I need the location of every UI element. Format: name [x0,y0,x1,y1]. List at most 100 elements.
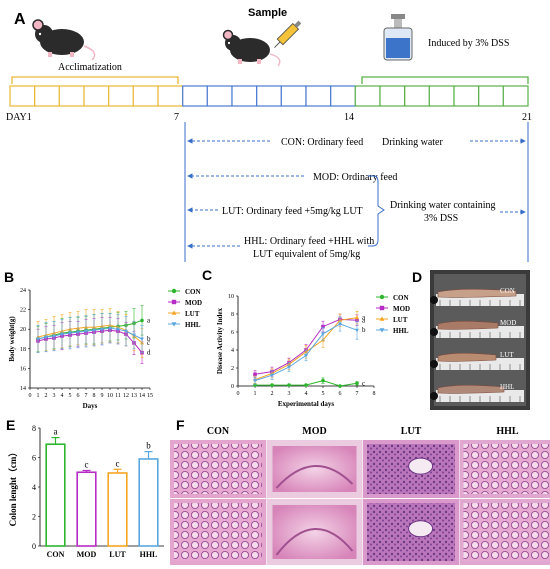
bottle-icon [383,14,413,61]
timeline-day-box [256,85,283,107]
data-point-lut [355,315,359,320]
mouse-icon-1 [32,19,96,61]
significance-letter: a [362,316,366,324]
timeline-day-box [58,85,85,107]
data-point-hhl [76,330,80,335]
y-tick-label: 4 [231,348,234,354]
timeline-day-box [478,85,505,107]
timeline-day-box [182,85,208,107]
x-tick-label: 1 [254,391,257,397]
x-tick-label: 2 [271,391,274,397]
photo-label-hhl: HHL [500,383,514,391]
timeline-day-box [330,85,357,107]
data-point-hhl [108,326,112,331]
timeline-day-box [428,85,455,107]
hhl-text-line1: HHL: Ordinary feed +HHL with [244,236,374,247]
x-tick-label: LUT [109,550,126,559]
timeline-day-box [453,85,480,107]
photo-label-lut: LUT [500,351,514,359]
induced-label: Induced by 3% DSS [428,38,509,49]
data-point-hhl [52,334,56,339]
lut-text: LUT: Ordinary feed +5mg/kg LUT [222,206,363,217]
significance-letter: c [85,459,89,469]
x-tick-label: 2 [45,393,48,399]
crypt-texture [463,444,550,494]
dai-chart: 0 1 2 3 4 5 6 7 8 0 2 4 6 8 10 Experimental days Disease… [216,294,376,408]
x-tick-label: 11 [115,393,121,399]
ruler-mark [430,360,438,368]
x-tick-label: 12 [123,393,129,399]
significance-letter: a [362,314,366,322]
tissue-texture [272,446,357,492]
colon-sample-con [437,288,517,298]
crypt-texture [174,444,262,494]
data-point-hhl [116,327,120,332]
x-tick-label: 8 [373,391,376,397]
x-tick-label: 5 [322,391,325,397]
timeline-day-box [379,85,406,107]
legend-marker-con [171,288,177,294]
y-axis-label: Body weight(g) [8,316,16,362]
y-tick-label: 8 [231,312,234,318]
timeline-day-box [280,85,307,107]
data-point-con [355,381,359,386]
x-tick-label: HHL [140,550,158,559]
x-tick-label: 6 [339,391,342,397]
group-brace [368,175,385,247]
timeline-day-box [9,85,36,107]
histology-label-con: CON [207,426,230,437]
legend-marker-lut [171,310,177,315]
significance-letter: c [147,339,150,347]
x-tick-label: 8 [93,393,96,399]
day-label-14: 14 [344,112,354,123]
data-point-hhl [100,327,104,332]
data-point-hhl [68,331,72,336]
colon-sample-mod [437,320,499,330]
photo-label-con: CON [500,287,515,295]
timeline-day-box [132,85,159,107]
x-tick-label: 5 [69,393,72,399]
tissue-fold [275,528,354,556]
colon-photo: CON MOD LUT HHL [430,270,530,410]
x-tick-label: MOD [77,550,97,559]
y-axis-label: Colon lenght（cm） [8,448,18,527]
x-tick-label: 3 [53,393,56,399]
legend-label-lut: LUT [185,310,200,318]
x-tick-label: 3 [288,391,291,397]
data-point-hhl [60,332,64,337]
x-tick-label: 0 [237,391,240,397]
data-point-con [270,383,274,387]
x-tick-label: CON [47,550,65,559]
histology-label-hhl: HHL [496,426,519,437]
timeline-day-box [157,85,184,107]
timeline-day-box [83,85,110,107]
timeline-day-box [305,85,332,107]
histology-label-lut: LUT [401,426,422,437]
y-axis-label: Disease Activity Index [216,307,224,374]
day-label-21: 21 [522,112,532,123]
legend-label-hhl: HHL [185,321,201,329]
photo-label-mod: MOD [500,319,516,327]
data-point-hhl [132,333,136,338]
y-tick-label: 0 [231,384,234,390]
x-tick-label: 10 [107,393,113,399]
histology-grid: CON MOD LUT HHL [170,426,550,565]
legend-label-con: CON [393,294,409,302]
timeline [9,85,529,107]
legend-label-mod: MOD [185,299,202,307]
timeline-day-box [354,85,381,107]
panel-letter-c: C [202,267,212,283]
y-tick-label: 8 [32,424,36,433]
timeline-day-box [502,85,529,107]
data-point-con [140,318,144,323]
legend-label-lut: LUT [393,316,408,324]
x-tick-label: 7 [85,393,88,399]
legend-label-hhl: HHL [393,327,409,335]
legend-marker-mod [171,299,177,305]
data-point-hhl [84,329,88,334]
x-tick-label: 7 [356,391,359,397]
y-tick-label: 14 [20,386,26,392]
x-axis-label: Days [83,402,98,410]
body-weight-chart: 0 1 2 3 4 5 6 7 8 9 10 11 12 13 14 15141618202224DaysBo… [8,288,153,410]
